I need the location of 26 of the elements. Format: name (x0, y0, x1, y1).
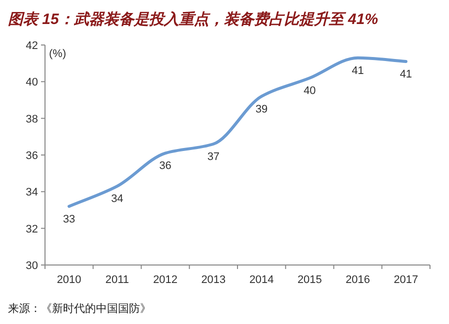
y-tick-label: 38 (26, 113, 38, 126)
data-label: 36 (159, 160, 172, 172)
x-tick-label: 2016 (346, 274, 370, 286)
title: 图表 15：武器装备是投入重点，装备费占比提升至 41% (8, 11, 378, 28)
data-label: 41 (400, 68, 412, 80)
y-tick-label: 36 (26, 150, 38, 162)
data-label: 39 (255, 103, 268, 116)
data-label: 41 (352, 64, 364, 77)
y-tick-label: 40 (26, 76, 38, 89)
x-tick-label: 2014 (249, 274, 274, 286)
x-tick-label: 2010 (56, 274, 82, 286)
y-axis-title: (%) (49, 48, 66, 60)
source-note: 来源：《新时代的中国国防》 (8, 302, 151, 315)
x-tick-label: 2015 (297, 274, 322, 286)
data-label: 33 (62, 213, 76, 226)
y-tick-label: 32 (26, 223, 38, 236)
y-tick-label: 34 (26, 186, 38, 199)
x-tick-label: 2011 (105, 274, 130, 286)
x-tick-label: 2017 (394, 274, 418, 286)
data-label: 34 (111, 193, 124, 206)
data-label: 40 (304, 85, 316, 97)
data-label: 37 (207, 151, 220, 163)
x-tick-label: 2013 (201, 274, 226, 286)
x-tick-label: 2012 (153, 274, 178, 286)
y-tick-label: 42 (26, 40, 38, 52)
y-tick-label: 30 (26, 260, 38, 272)
